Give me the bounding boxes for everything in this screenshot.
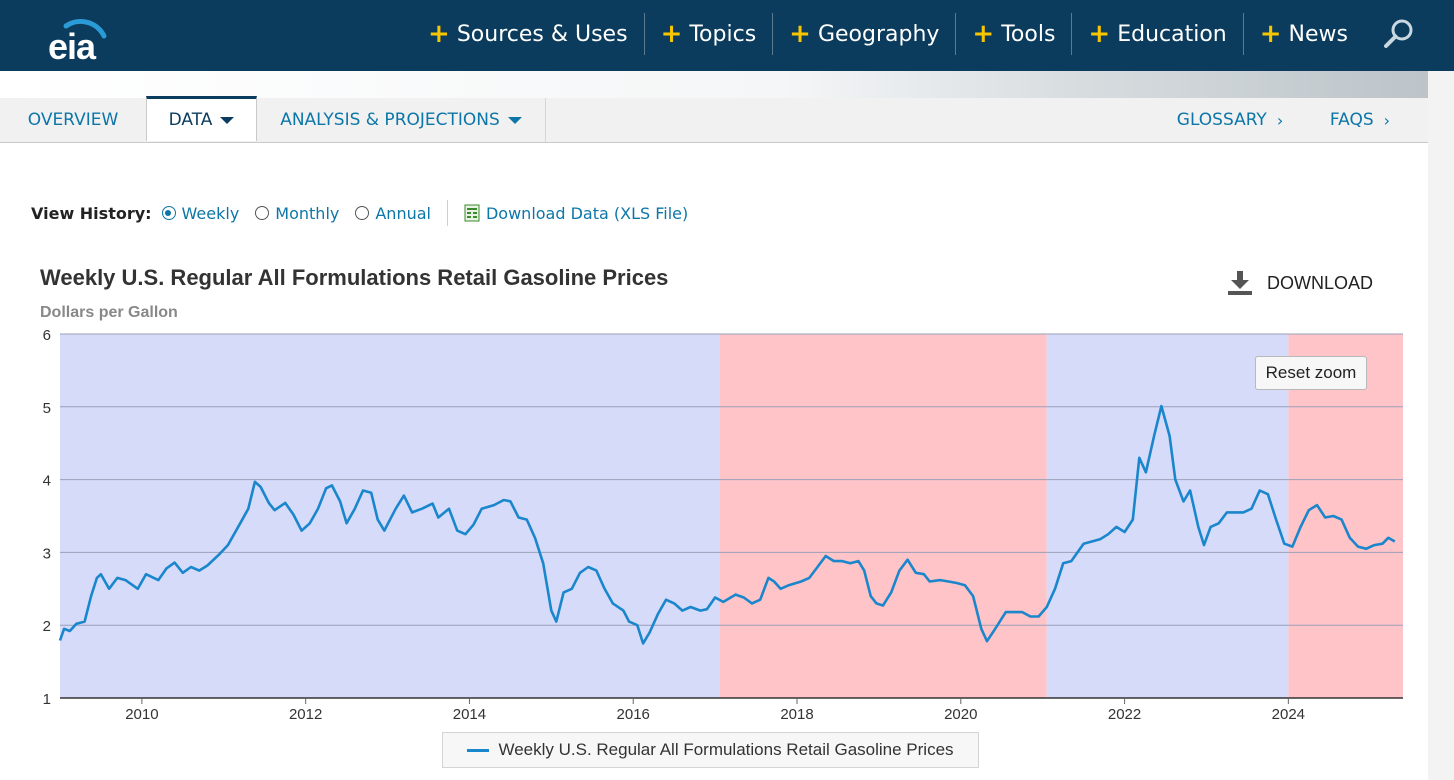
- download-icon: [1228, 271, 1252, 295]
- x-tick-label: 2024: [1272, 706, 1305, 723]
- tab-divider: [545, 98, 546, 142]
- legend-line-icon: [467, 748, 490, 752]
- tab-label: OVERVIEW: [27, 110, 119, 130]
- tab-analysis-projections[interactable]: ANALYSIS & PROJECTIONS: [257, 98, 545, 142]
- radio-label: Monthly: [275, 203, 340, 223]
- logo-text: eia: [48, 26, 96, 67]
- download-label: DOWNLOAD: [1267, 272, 1374, 293]
- chevron-right-icon: ›: [1383, 110, 1391, 130]
- chart-title: Weekly U.S. Regular All Formulations Ret…: [40, 265, 669, 290]
- download-xls-label: Download Data (XLS File): [485, 203, 689, 223]
- radio-unchecked-icon[interactable]: [255, 206, 270, 220]
- y-tick-label: 4: [43, 473, 51, 490]
- x-tick-label: 2010: [125, 706, 158, 723]
- caret-down-icon: [220, 116, 235, 124]
- y-axis-ticks: 1 2 3 4 5 6: [43, 327, 51, 708]
- header-banner-image: [0, 71, 1428, 98]
- chart-download-button[interactable]: DOWNLOAD: [1226, 270, 1373, 296]
- chart-legend[interactable]: Weekly U.S. Regular All Formulations Ret…: [442, 732, 979, 768]
- y-tick-label: 5: [43, 400, 51, 417]
- chart-bands: [60, 334, 1403, 698]
- series-line: [58, 404, 1396, 645]
- nav-education[interactable]: + Education: [1072, 13, 1244, 55]
- view-history-bar: View History: Weekly Monthly Annual Down…: [31, 200, 704, 226]
- nav-label: Tools: [1001, 21, 1056, 47]
- reset-zoom-button[interactable]: Reset zoom: [1255, 356, 1367, 390]
- nav-label: News: [1288, 21, 1348, 47]
- x-tick-label: 2020: [944, 706, 977, 723]
- tab-label: DATA: [168, 110, 213, 130]
- plus-icon: +: [972, 19, 995, 49]
- chart-gridlines: [60, 333, 1403, 699]
- chevron-right-icon: ›: [1276, 110, 1284, 130]
- radio-weekly[interactable]: Weekly: [161, 203, 240, 223]
- radio-annual[interactable]: Annual: [355, 204, 431, 223]
- tab-data[interactable]: DATA: [146, 96, 257, 141]
- nav-label: Sources & Uses: [456, 21, 628, 47]
- y-tick-label: 2: [43, 618, 51, 635]
- view-history-label: View History:: [31, 203, 152, 223]
- plus-icon: +: [789, 19, 811, 49]
- search-icon[interactable]: [1382, 17, 1416, 51]
- nav-news[interactable]: + News: [1244, 13, 1364, 55]
- tab-glossary[interactable]: GLOSSARY ›: [1160, 98, 1300, 142]
- section-tabs: OVERVIEW DATA ANALYSIS & PROJECTIONS GLO…: [0, 96, 1428, 143]
- logo-arc-icon: [63, 18, 107, 39]
- tab-faqs[interactable]: FAQS ›: [1312, 98, 1408, 142]
- divider: [446, 200, 448, 226]
- plus-icon: +: [428, 19, 450, 49]
- chart-band: [1288, 334, 1403, 698]
- x-tick-label: 2018: [780, 706, 813, 723]
- nav-label: Education: [1117, 21, 1227, 47]
- caret-down-icon: [507, 116, 522, 124]
- nav-tools[interactable]: + Tools: [956, 13, 1073, 55]
- plus-icon: +: [1259, 19, 1282, 49]
- x-tick-label: 2016: [617, 706, 650, 723]
- tab-label: GLOSSARY: [1176, 110, 1267, 130]
- x-tick-label: 2014: [453, 706, 486, 723]
- nav-topics[interactable]: + Topics: [645, 13, 774, 55]
- y-tick-label: 1: [43, 691, 51, 708]
- plus-icon: +: [1088, 19, 1111, 49]
- y-tick-label: 6: [43, 327, 51, 344]
- y-tick-label: 3: [43, 545, 51, 562]
- page-scrollbar[interactable]: [1428, 71, 1454, 780]
- chart-band: [60, 334, 720, 698]
- nav-geography[interactable]: + Geography: [773, 13, 957, 55]
- tab-label: FAQS: [1329, 110, 1374, 130]
- nav-label: Topics: [689, 21, 757, 47]
- download-xls-link[interactable]: Download Data (XLS File): [464, 204, 688, 223]
- radio-unchecked-icon[interactable]: [355, 206, 370, 220]
- chart-band: [1046, 334, 1289, 698]
- radio-checked-icon[interactable]: [161, 206, 176, 220]
- tab-label: ANALYSIS & PROJECTIONS: [280, 110, 500, 130]
- legend-label: Weekly U.S. Regular All Formulations Ret…: [498, 740, 954, 759]
- plus-icon: +: [660, 19, 683, 49]
- nav-sources-uses[interactable]: + Sources & Uses: [412, 13, 645, 55]
- top-navigation-bar: eia + Sources & Uses + Topics + Geograph…: [0, 0, 1454, 71]
- main-nav: + Sources & Uses + Topics + Geography + …: [412, 12, 1454, 56]
- x-axis-ticks: 2010 2012 2014 2016 2018 2020 2022 2024: [125, 698, 1305, 723]
- nav-label: Geography: [817, 21, 940, 47]
- chart-series: [58, 404, 1396, 645]
- spreadsheet-icon: [464, 204, 480, 222]
- radio-monthly[interactable]: Monthly: [255, 204, 339, 223]
- gasoline-price-chart[interactable]: 1 2 3 4 5 6 2010 2012 2014 2016 2018 2020 2022 2024: [0, 320, 1420, 730]
- x-tick-label: 2012: [289, 706, 322, 723]
- tab-overview[interactable]: OVERVIEW: [0, 98, 146, 142]
- radio-label: Weekly: [181, 203, 240, 223]
- eia-logo[interactable]: eia: [22, 10, 107, 67]
- chart-subtitle: Dollars per Gallon: [40, 304, 178, 321]
- x-tick-label: 2022: [1108, 706, 1141, 723]
- chart-band: [719, 334, 1047, 698]
- radio-label: Annual: [375, 203, 431, 223]
